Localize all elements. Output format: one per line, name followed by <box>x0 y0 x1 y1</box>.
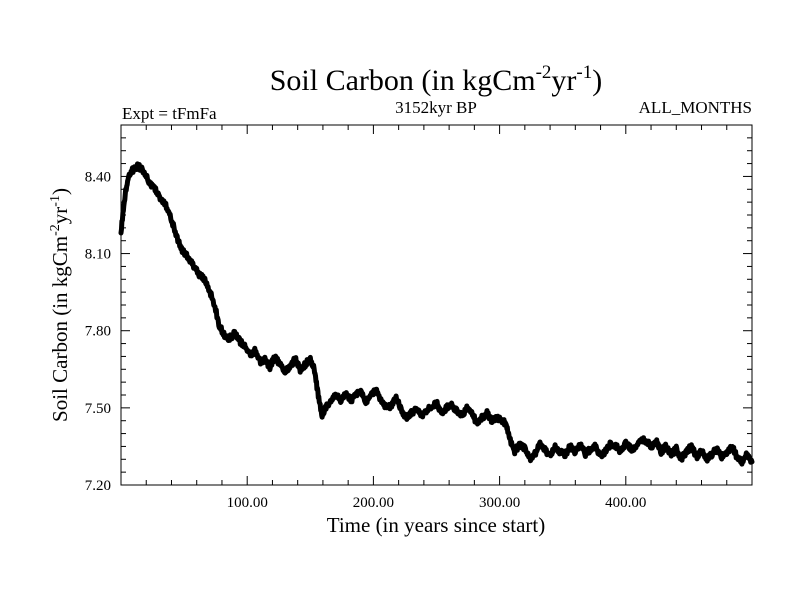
chart-title: Soil Carbon (in kgCm-2yr-1) <box>270 62 603 97</box>
y-tick-labels: 7.20 7.50 7.80 8.10 8.40 <box>85 169 111 494</box>
y-axis-title: Soil Carbon (in kgCm-2yr-1) <box>48 188 72 422</box>
plot-frame <box>120 124 753 486</box>
x-tick-label: 100.00 <box>227 495 268 511</box>
experiment-label: Expt = tFmFa <box>122 104 217 123</box>
period-label: 3152kyr BP <box>395 98 477 117</box>
y-tick-label: 7.50 <box>85 401 111 417</box>
soil-carbon-series-line <box>118 161 755 467</box>
x-tick-label: 300.00 <box>479 495 520 511</box>
y-tick-label: 7.20 <box>85 478 111 494</box>
x-tick-label: 400.00 <box>605 495 646 511</box>
y-tick-label: 8.10 <box>85 247 111 263</box>
x-axis-title: Time (in years since start) <box>327 513 546 537</box>
y-tick-label: 8.40 <box>85 169 111 185</box>
x-tick-labels: 100.00 200.00 300.00 400.00 <box>227 495 647 511</box>
x-tick-label: 200.00 <box>353 495 394 511</box>
months-label: ALL_MONTHS <box>639 98 752 117</box>
y-tick-label: 7.80 <box>85 324 111 340</box>
